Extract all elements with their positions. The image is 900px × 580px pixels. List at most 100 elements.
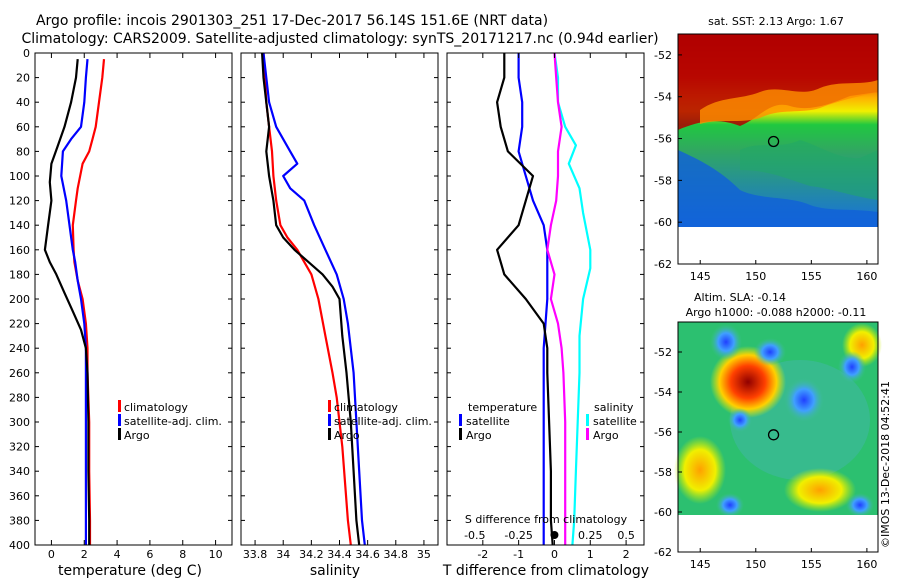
map-x-tick-label: 145 [690, 270, 711, 283]
argo-position-marker [767, 429, 780, 441]
y-tick-label: 300 [9, 416, 30, 429]
map-x-tick-label: 160 [856, 270, 877, 283]
map-y-tick-label: -54 [654, 386, 672, 399]
legend-label-temp-argo: Argo [466, 429, 492, 442]
sla-map-title-2: Argo h1000: -0.088 h2000: -0.11 [686, 306, 867, 319]
salinity-xlabel: salinity [310, 563, 360, 579]
s-diff-tick-label: 0.5 [617, 529, 635, 542]
x-tick-label: -1 [513, 548, 524, 561]
map-x-tick-label: 160 [856, 558, 877, 571]
y-tick-label: 40 [16, 96, 30, 109]
map-y-tick-label: -60 [654, 216, 672, 229]
map-x-tick-label: 150 [745, 270, 766, 283]
x-tick-label: -2 [477, 548, 488, 561]
y-tick-label: 200 [9, 293, 30, 306]
s-difference-axis-label: S difference from climatology [465, 513, 628, 526]
x-tick-label: 6 [146, 548, 153, 561]
series-line-argo [43, 58, 91, 545]
x-tick-label: 33.8 [243, 548, 268, 561]
series-line-temperature-satellite [517, 53, 549, 545]
y-tick-label: 360 [9, 490, 30, 503]
map-y-tick-label: -56 [654, 133, 672, 146]
x-tick-label: 8 [179, 548, 186, 561]
imos-watermark: ©IMOS 13-Dec-2018 04:52:41 [879, 381, 892, 548]
map-y-tick-label: -56 [654, 426, 672, 439]
argo-position-marker [767, 135, 780, 148]
sst-cold-region [678, 150, 878, 227]
y-tick-label: 140 [9, 219, 30, 232]
legend-swatch-sal-argo [586, 428, 589, 440]
legend-swatch-argo [118, 428, 121, 440]
legend-label-sal-satellite: satellite [593, 415, 637, 428]
map-y-tick-label: -62 [654, 258, 672, 271]
difference-xlabel: T difference from climatology [442, 563, 649, 579]
legend-swatch-temp-argo [459, 428, 462, 440]
map-y-tick-label: -58 [654, 466, 672, 479]
salinity-panel: 33.8 34 34.2 34.4 34.6 34.8 35 [240, 52, 439, 561]
y-tick-label: 20 [16, 72, 30, 85]
sla-low-anomaly-2 [754, 338, 786, 366]
map-y-tick-label: -52 [654, 49, 672, 62]
y-tick-label: 380 [9, 514, 30, 527]
series-line-satellite-adj-clim- [262, 52, 366, 546]
temperature-legend: climatology satellite-adj. clim. Argo [118, 400, 222, 442]
y-tick-label: 220 [9, 318, 30, 331]
sla-low-anomaly-5 [728, 408, 752, 432]
sla-low-anomaly-6 [716, 493, 744, 517]
x-tick-label: 2 [623, 548, 630, 561]
x-tick-label: 34.2 [299, 548, 324, 561]
legend-title-temperature: temperature [468, 401, 537, 414]
difference-temperature-legend: temperature satellite Argo [459, 401, 537, 442]
sst-map-title: sat. SST: 2.13 Argo: 1.67 [708, 15, 844, 28]
legend-swatch-climatology [118, 400, 121, 412]
x-tick-label: 35 [417, 548, 431, 561]
series-line-temperature-argo [496, 53, 554, 546]
legend-label-temp-satellite: satellite [466, 415, 510, 428]
temperature-panel: 0204060801001201401601802002202402602803… [9, 47, 233, 561]
sla-warm-anomaly-2 [784, 468, 856, 512]
x-tick-label: 2 [81, 548, 88, 561]
sst-front [700, 80, 878, 124]
y-tick-label: 120 [9, 195, 30, 208]
legend-swatch-climatology [328, 400, 331, 412]
salinity-legend: climatology satellite-adj. clim. Argo [328, 400, 432, 442]
sst-nodata [678, 227, 878, 264]
x-tick-label: 1 [587, 548, 594, 561]
series-line-salinity-argo [546, 52, 567, 545]
legend-label-satellite: satellite-adj. clim. [124, 415, 222, 428]
legend-swatch-satellite [328, 414, 331, 426]
figure-title-line1: Argo profile: incois 2901303_251 17-Dec-… [36, 13, 548, 29]
x-tick-label: 4 [114, 548, 121, 561]
series-line-salinity-satellite [553, 52, 592, 546]
difference-salinity-legend: salinity satellite Argo [586, 401, 637, 442]
x-tick-label: 34.4 [327, 548, 352, 561]
map-x-tick-label: 145 [690, 558, 711, 571]
sst-map: sat. SST: 2.13 Argo: 1.67 [678, 15, 878, 264]
sla-low-anomaly-7 [846, 493, 874, 517]
sst-map-axes: 145 150 155 160 -52 -54 -56 -58 -60 -62 [654, 33, 879, 283]
y-tick-label: 240 [9, 342, 30, 355]
map-frame [677, 321, 879, 553]
plot-frame [446, 52, 645, 546]
legend-label-satellite: satellite-adj. clim. [334, 415, 432, 428]
temperature-xlabel: temperature (deg C) [58, 563, 202, 579]
map-y-tick-label: -60 [654, 506, 672, 519]
map-x-tick-label: 155 [801, 270, 822, 283]
map-y-tick-label: -62 [654, 546, 672, 559]
sst-mixed-region [740, 140, 878, 200]
y-tick-label: 60 [16, 121, 30, 134]
legend-swatch-satellite [118, 414, 121, 426]
y-tick-label: 280 [9, 391, 30, 404]
s-diff-zero-marker [550, 531, 559, 539]
x-tick-label: 0 [551, 548, 558, 561]
map-x-tick-label: 155 [801, 558, 822, 571]
legend-swatch-sal-satellite [586, 414, 589, 426]
y-tick-label: 180 [9, 268, 30, 281]
sla-map-title-1: Altim. SLA: -0.14 [694, 291, 786, 304]
y-tick-label: 320 [9, 441, 30, 454]
difference-panel: -2 -1 0 1 2 -0.5 -0.25 0.25 0.5 [446, 52, 645, 561]
s-diff-tick-label: 0.25 [578, 529, 603, 542]
s-diff-tick-label: -0.25 [504, 529, 532, 542]
x-tick-label: 34 [276, 548, 290, 561]
